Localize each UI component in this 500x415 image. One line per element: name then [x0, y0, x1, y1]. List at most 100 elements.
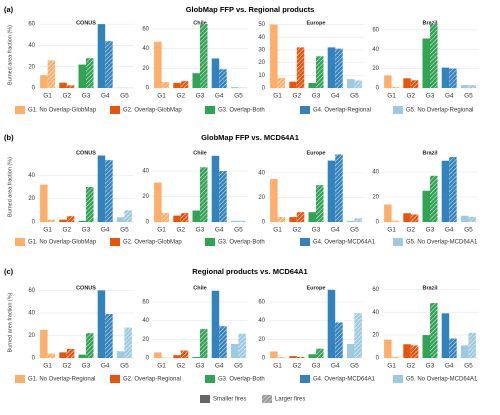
- legend-swatch: [205, 375, 215, 383]
- y-tick-label: 20: [142, 337, 149, 343]
- bar: [430, 303, 438, 358]
- x-tick-label: G4: [101, 93, 110, 100]
- bar: [468, 217, 476, 222]
- x-tick-label: G3: [82, 93, 91, 100]
- panel-title: Brazil: [423, 20, 438, 26]
- x-tick-label: G3: [82, 363, 91, 370]
- x-tick-label: G2: [406, 93, 415, 100]
- x-tick-label: G2: [176, 93, 185, 100]
- legend-swatch: [300, 375, 310, 383]
- x-tick-label: G4: [215, 363, 224, 370]
- x-tick-label: G3: [82, 227, 91, 234]
- x-tick-label: G3: [312, 227, 321, 234]
- bar: [86, 187, 94, 222]
- panel-title: CONUS: [76, 150, 96, 156]
- y-tick-label: 0: [146, 356, 150, 362]
- y-tick-label: 40: [258, 170, 265, 176]
- panel-title: Europe: [307, 285, 326, 291]
- bar: [180, 213, 189, 222]
- bar: [289, 81, 297, 88]
- bar: [230, 220, 239, 222]
- y-tick-label: 0: [376, 86, 380, 92]
- y-tick-label: 20: [258, 337, 265, 343]
- x-tick-label: G4: [331, 227, 340, 234]
- y-tick-label: 60: [28, 22, 35, 28]
- bar: [430, 23, 438, 88]
- x-tick-label: G2: [292, 363, 301, 370]
- x-tick-label: G4: [101, 227, 110, 234]
- x-tick-label: G5: [464, 227, 473, 234]
- bar: [346, 220, 355, 222]
- x-tick-label: G2: [62, 227, 71, 234]
- legend-label: G1. No Overlap-GlobMap: [28, 108, 97, 114]
- legend-label: G3. Overlap-Both: [218, 240, 265, 246]
- y-tick-label: 20: [372, 66, 379, 72]
- panel-title: Chile: [193, 20, 206, 26]
- bar: [335, 48, 343, 88]
- bar: [391, 87, 400, 88]
- y-tick-label: 40: [372, 47, 379, 53]
- bar: [422, 190, 430, 222]
- bar: [384, 75, 392, 88]
- x-tick-label: G5: [234, 93, 243, 100]
- legend-swatch: [300, 238, 310, 246]
- x-tick-label: G5: [350, 363, 359, 370]
- y-tick-label: 20: [372, 195, 379, 201]
- legend-label: G2. Overlap-Regional: [123, 377, 181, 383]
- x-tick-label: G2: [406, 363, 415, 370]
- bar: [296, 357, 305, 358]
- bar: [354, 218, 362, 222]
- x-tick-label: G4: [101, 363, 110, 370]
- x-tick-label: G1: [43, 227, 52, 234]
- x-tick-label: G2: [176, 227, 185, 234]
- bar: [441, 160, 450, 222]
- bar: [124, 210, 132, 222]
- y-axis-label: Burned area fraction (%): [7, 292, 13, 352]
- bar: [192, 73, 200, 88]
- bar: [192, 357, 200, 358]
- bar: [200, 167, 208, 222]
- legend-label: G2. Overlap-GlobMap: [123, 240, 182, 246]
- bar: [86, 58, 94, 88]
- y-tick-label: 20: [142, 66, 149, 72]
- x-tick-label: G5: [120, 363, 129, 370]
- y-tick-label: 60: [372, 27, 379, 33]
- y-tick-label: 60: [142, 26, 149, 32]
- x-tick-label: G2: [292, 93, 301, 100]
- row-title: GlobMap FFP vs. MCD64A1: [201, 133, 299, 142]
- bar: [449, 157, 457, 222]
- bar: [124, 327, 132, 358]
- y-tick-label: 40: [142, 318, 149, 324]
- bar: [66, 348, 75, 358]
- bar: [449, 68, 457, 88]
- bar: [40, 329, 48, 358]
- y-tick-label: 10: [258, 73, 265, 79]
- bar: [230, 343, 239, 358]
- bar: [105, 314, 113, 358]
- y-tick-label: 20: [372, 333, 379, 339]
- row-title: Regional products vs. MCD64A1: [192, 267, 307, 276]
- legend-label: G5. No Overlap-MCD64A1: [406, 377, 478, 383]
- bar: [289, 217, 297, 222]
- bar: [270, 351, 278, 358]
- y-tick-label: 0: [376, 356, 380, 362]
- bar: [410, 80, 419, 88]
- bar: [97, 24, 106, 88]
- y-tick-label: 60: [142, 300, 149, 306]
- bar: [346, 343, 355, 358]
- bar: [219, 69, 227, 88]
- bar: [460, 215, 469, 222]
- legend-label: G4. Overlap-Regional: [313, 108, 371, 114]
- legend-swatch: [110, 238, 120, 246]
- x-tick-label: G1: [273, 227, 282, 234]
- bar: [59, 352, 67, 358]
- bar: [460, 85, 469, 88]
- bar: [335, 322, 343, 358]
- bar: [219, 326, 227, 358]
- y-axis-label: Burned area fraction (%): [7, 157, 13, 217]
- x-tick-label: G4: [215, 93, 224, 100]
- bar: [335, 154, 343, 222]
- bar: [316, 185, 324, 222]
- bar: [78, 64, 86, 88]
